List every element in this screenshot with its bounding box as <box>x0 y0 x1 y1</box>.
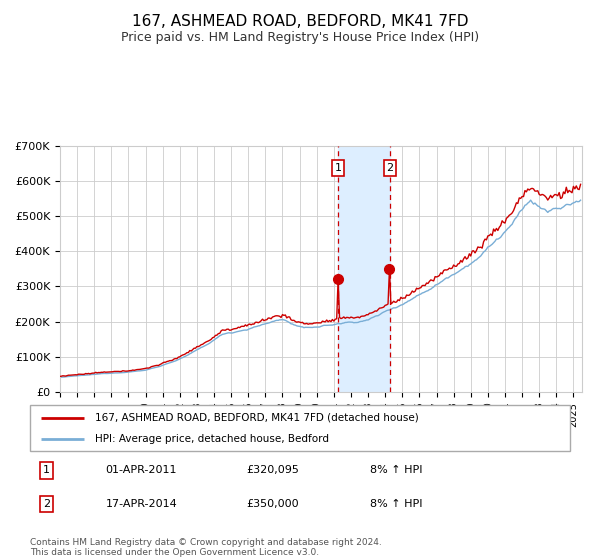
Text: 167, ASHMEAD ROAD, BEDFORD, MK41 7FD (detached house): 167, ASHMEAD ROAD, BEDFORD, MK41 7FD (de… <box>95 413 419 423</box>
Text: 2: 2 <box>43 499 50 509</box>
Text: £350,000: £350,000 <box>246 499 299 509</box>
Bar <box>338 146 390 392</box>
Text: HPI: Average price, detached house, Bedford: HPI: Average price, detached house, Bedf… <box>95 434 329 444</box>
Text: 8% ↑ HPI: 8% ↑ HPI <box>370 499 422 509</box>
Text: 01-APR-2011: 01-APR-2011 <box>106 465 177 475</box>
Text: 8% ↑ HPI: 8% ↑ HPI <box>370 465 422 475</box>
Text: £320,095: £320,095 <box>246 465 299 475</box>
Text: 167, ASHMEAD ROAD, BEDFORD, MK41 7FD: 167, ASHMEAD ROAD, BEDFORD, MK41 7FD <box>132 14 468 29</box>
FancyBboxPatch shape <box>30 405 570 451</box>
Text: 1: 1 <box>335 163 341 173</box>
Text: 2: 2 <box>386 163 394 173</box>
Text: 1: 1 <box>43 465 50 475</box>
Text: 17-APR-2014: 17-APR-2014 <box>106 499 178 509</box>
Text: Contains HM Land Registry data © Crown copyright and database right 2024.
This d: Contains HM Land Registry data © Crown c… <box>30 538 382 557</box>
Text: Price paid vs. HM Land Registry's House Price Index (HPI): Price paid vs. HM Land Registry's House … <box>121 31 479 44</box>
